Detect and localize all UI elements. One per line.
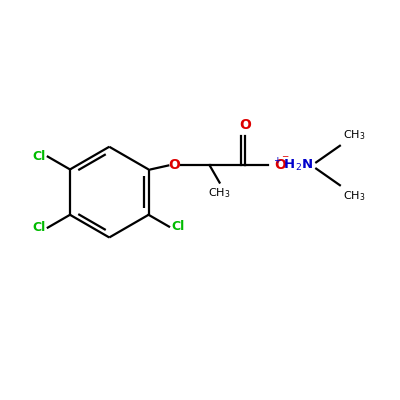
Text: CH$_3$: CH$_3$ [343, 128, 365, 142]
Text: CH$_3$: CH$_3$ [343, 189, 365, 203]
Text: Cl: Cl [32, 221, 46, 234]
Text: CH$_3$: CH$_3$ [208, 186, 231, 200]
Text: O: O [168, 158, 180, 172]
Text: Cl: Cl [32, 150, 46, 163]
Text: O: O [239, 118, 251, 132]
Text: Cl: Cl [171, 220, 184, 233]
Text: $^+$H$_2$N: $^+$H$_2$N [272, 157, 313, 174]
Text: O: O [274, 158, 286, 172]
Text: $^{-}$: $^{-}$ [281, 153, 289, 166]
